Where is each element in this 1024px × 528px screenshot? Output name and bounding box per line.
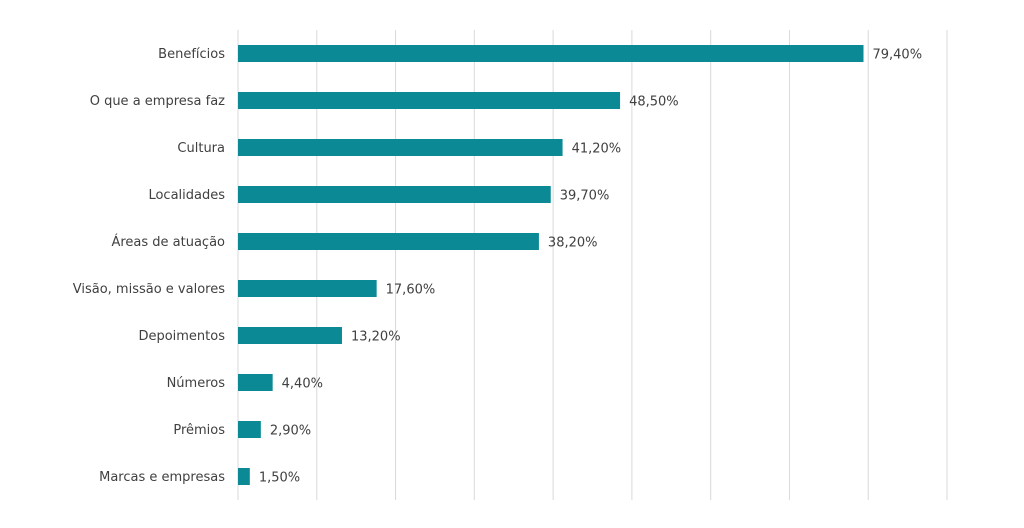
bar xyxy=(238,139,563,156)
bar xyxy=(238,186,551,203)
data-label: 38,20% xyxy=(548,236,598,251)
bars xyxy=(238,45,864,485)
bar xyxy=(238,280,377,297)
bar xyxy=(238,374,273,391)
category-label: Depoimentos xyxy=(138,329,225,344)
value-labels: 79,40% 48,50% 41,20% 39,70% 38,20% 17,60% 13,2… xyxy=(259,48,922,486)
category-label: Números xyxy=(167,376,226,391)
category-label: Áreas de atuação xyxy=(111,234,225,250)
category-label: O que a empresa faz xyxy=(90,94,225,109)
data-label: 17,60% xyxy=(386,283,436,298)
data-label: 13,20% xyxy=(351,330,401,345)
category-label: Prêmios xyxy=(173,423,225,438)
bar xyxy=(238,468,250,485)
data-label: 2,90% xyxy=(270,424,311,439)
data-label: 48,50% xyxy=(629,95,679,110)
bar xyxy=(238,421,261,438)
category-label: Localidades xyxy=(148,188,225,203)
data-label: 41,20% xyxy=(572,142,622,157)
category-label: Marcas e empresas xyxy=(99,470,225,485)
category-label: Benefícios xyxy=(158,47,225,62)
bar xyxy=(238,327,342,344)
data-label: 39,70% xyxy=(560,189,610,204)
data-label: 79,40% xyxy=(872,48,922,63)
bar xyxy=(238,92,621,109)
bar xyxy=(238,45,864,62)
data-label: 1,50% xyxy=(259,471,300,486)
category-label: Cultura xyxy=(177,141,225,156)
category-label: Visão, missão e valores xyxy=(73,282,225,297)
data-label: 4,40% xyxy=(282,377,323,392)
bar xyxy=(238,233,539,250)
category-labels: Benefícios O que a empresa faz Cultura Loca… xyxy=(73,47,225,485)
